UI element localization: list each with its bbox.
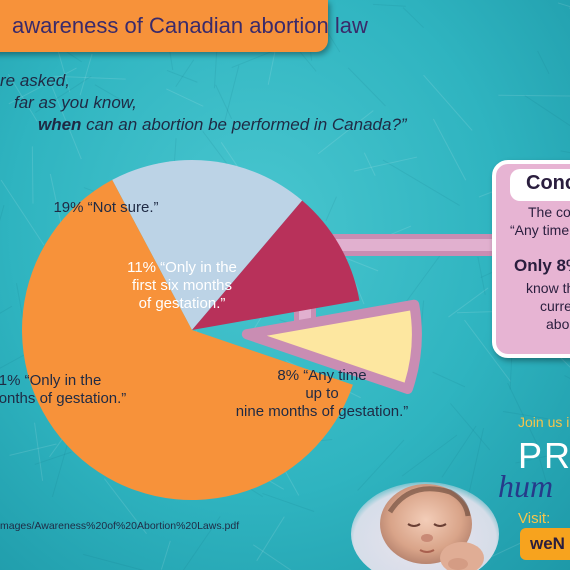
pie-slice	[22, 179, 353, 500]
pie-slice-label-line: up to	[305, 385, 338, 402]
question-line-3: when can an abortion be performed in Can…	[0, 114, 407, 136]
baby-photo	[351, 482, 499, 570]
pie-slices	[22, 159, 422, 500]
survey-question: re asked, far as you know, when can an a…	[0, 70, 407, 136]
scratch-line	[357, 439, 405, 491]
conclusion-line-4: curre	[540, 298, 570, 314]
scratch-line	[498, 94, 570, 97]
scratch-line	[423, 74, 473, 131]
pie-slice-label-line: 8% “Any time	[277, 367, 366, 384]
pie-slice-label-line: 19% “Not sure.”	[53, 199, 158, 216]
scratch-line	[49, 80, 82, 160]
scratch-line	[363, 152, 376, 176]
promo-logo-script: hum	[498, 468, 554, 504]
scratch-line	[252, 544, 292, 570]
promo-join: Join us in	[518, 414, 570, 430]
scratch-line	[256, 516, 285, 562]
scratch-line	[34, 451, 72, 465]
scratch-line	[213, 51, 218, 89]
scratch-line	[524, 95, 570, 127]
scratch-line	[9, 443, 57, 456]
question-line-3-rest: can an abortion be performed in Canada?”	[81, 115, 407, 134]
pie-slice	[192, 200, 360, 330]
scratch-line	[477, 256, 486, 295]
scratch-line	[160, 540, 171, 570]
scratch-line	[432, 118, 467, 181]
conclusion-line-5: abo	[546, 316, 570, 332]
pie-slice-label: 19% “Not sure.”	[53, 199, 158, 216]
conclusion-line-1: The corr	[528, 204, 570, 220]
scratch-line	[347, 67, 386, 107]
pie-slice-label: 8% “Any time up to nine months of gestatio…	[236, 367, 409, 420]
question-emphasis: when	[38, 115, 82, 134]
pie-slice-label: 1% “Only in thee months of gestation.”	[0, 372, 126, 407]
scratch-line	[448, 287, 489, 318]
pie-slice-label-line: 1% “Only in the	[0, 372, 101, 389]
scratch-line	[0, 305, 13, 314]
scratch-line	[507, 382, 540, 448]
scratch-line	[262, 492, 315, 513]
scratch-line	[175, 59, 195, 87]
scratch-line	[557, 2, 570, 8]
scratch-line	[79, 53, 93, 96]
source-url: mages/Awareness%20of%20Abortion%20Laws.p…	[0, 520, 240, 532]
pie-slice-label-line: first six months	[132, 277, 232, 294]
scratch-line	[31, 146, 34, 204]
promo-web-pill	[520, 528, 570, 560]
scratch-line	[166, 70, 198, 83]
scratch-line	[515, 454, 551, 464]
pie-slice-label-line: of gestation.”	[139, 295, 226, 312]
scratch-line	[53, 75, 126, 80]
scratch-line	[8, 67, 77, 105]
scratch-line	[382, 159, 460, 206]
promo-web-text[interactable]: weN	[530, 534, 565, 553]
scratch-line	[372, 3, 406, 7]
scratch-line	[537, 50, 550, 75]
question-line-1: re asked,	[0, 71, 70, 90]
promo-logo-top: PRE	[518, 435, 570, 476]
pie-slice-label-line: nine months of gestation.”	[236, 403, 409, 420]
pie-slice-label: 11% “Only in the first six months of gesta…	[127, 259, 237, 312]
conclusion-line-2: “Any time u	[510, 222, 570, 238]
scratch-line	[166, 88, 204, 107]
scratch-line	[317, 110, 374, 155]
scratch-line	[182, 516, 221, 570]
scratch-line	[450, 403, 491, 451]
promo-visit: Visit:	[518, 510, 551, 527]
scratch-line	[34, 75, 92, 113]
scratch-line	[441, 425, 477, 478]
pie-labels: 19% “Not sure.” 11% “Only in the first six…	[0, 199, 408, 420]
conclusion-header	[510, 169, 570, 201]
scratch-line	[82, 553, 144, 570]
scratch-line	[94, 84, 130, 105]
scratch-line	[0, 204, 5, 222]
chart-title: awareness of Canadian abortion law	[12, 13, 368, 38]
title-banner	[0, 0, 328, 52]
pie-slice	[112, 159, 303, 330]
scratch-line	[7, 73, 38, 122]
scratch-line	[34, 422, 44, 481]
scratch-line	[104, 478, 147, 535]
scratch-line	[538, 457, 547, 483]
scratch-line	[325, 196, 337, 222]
scratch-line	[215, 84, 232, 119]
question-line-2: far as you know,	[14, 93, 137, 112]
scratch-line	[402, 7, 424, 28]
scratch-line	[464, 319, 511, 382]
scratch-line	[557, 354, 570, 368]
scratch-line	[0, 179, 45, 246]
conclusion-highlight: Only 8%	[514, 256, 570, 275]
pie-slice-label-line: 11% “Only in the	[127, 259, 237, 276]
pie-slice	[241, 299, 422, 395]
scratch-line	[222, 65, 240, 129]
pie-slice-label-line: e months of gestation.”	[0, 390, 126, 407]
scratch-line	[353, 156, 418, 172]
scratch-line	[401, 434, 458, 477]
conclusion-title: Conc	[526, 172, 570, 194]
scratch-line	[432, 371, 466, 388]
conclusion-line-3: know th	[526, 280, 570, 296]
scratch-line	[502, 410, 549, 420]
